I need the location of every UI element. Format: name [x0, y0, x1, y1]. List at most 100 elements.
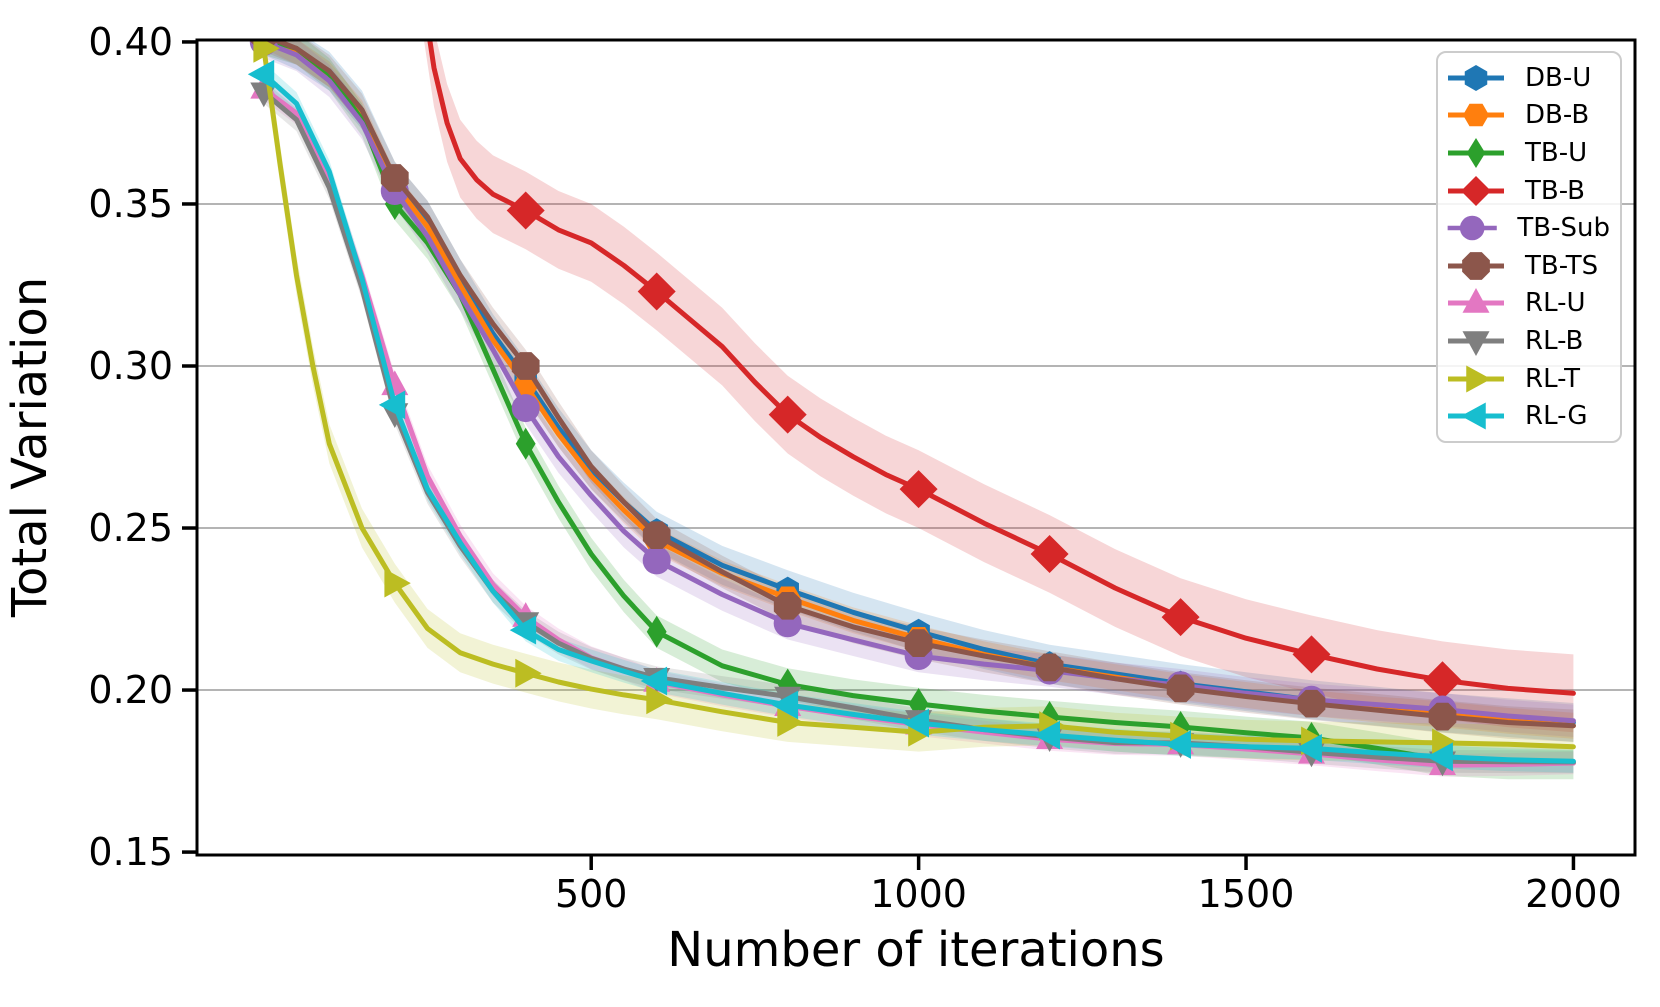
- marker-tb-sub: [642, 546, 671, 575]
- legend-marker: [1464, 64, 1488, 91]
- legend-swatch-tb-ts: [1448, 251, 1504, 280]
- legend-item-tb-u: TB-U: [1445, 134, 1610, 172]
- legend-swatch-rl-b: [1448, 331, 1504, 356]
- marker-rl-g: [378, 390, 406, 420]
- series-tb-b: [427, 40, 1576, 700]
- legend-label: TB-Sub: [1517, 213, 1610, 244]
- legend-swatch-tb-u: [1448, 137, 1504, 168]
- series-line-tb-ts: [268, 40, 1576, 729]
- legend-item-rl-g: RL-G: [1445, 397, 1610, 435]
- band-tb-b: [424, 40, 1574, 733]
- marker-tb-b: [768, 395, 807, 434]
- legend-swatch-rl-t: [1448, 365, 1504, 393]
- series-rl-g: [247, 59, 1576, 772]
- legend-item-rl-u: RL-U: [1445, 285, 1610, 323]
- legend-swatch-tb-sub: [1447, 215, 1497, 241]
- legend-marker: [1459, 215, 1485, 241]
- legend-marker: [1463, 104, 1489, 127]
- marker-rl-g: [902, 708, 929, 738]
- y-tick-label: 0.35: [88, 182, 173, 226]
- marker-tb-b: [1161, 598, 1200, 637]
- y-tick-label: 0.40: [88, 20, 173, 64]
- legend-marker: [1461, 175, 1491, 206]
- legend-label: DB-U: [1525, 62, 1592, 93]
- marker-rl-t: [253, 40, 280, 63]
- legend-label: TB-TS: [1525, 250, 1599, 281]
- legend-marker: [1461, 402, 1486, 430]
- marker-rl-t: [646, 685, 673, 715]
- marker-rl-t: [384, 568, 411, 598]
- legend-swatch-rl-u: [1448, 288, 1504, 314]
- marker-tb-ts: [1297, 689, 1326, 718]
- y-tick-label: 0.30: [88, 344, 173, 388]
- y-tick-label: 0.25: [88, 506, 173, 550]
- legend-label: DB-B: [1525, 100, 1590, 131]
- marker-tb-b: [1423, 661, 1462, 700]
- marker-rl-g: [1426, 742, 1453, 772]
- legend-swatch-db-b: [1448, 104, 1504, 127]
- legend-item-rl-b: RL-B: [1445, 322, 1610, 360]
- legend-label: RL-U: [1525, 288, 1586, 319]
- marker-tb-b: [506, 191, 545, 230]
- marker-tb-ts: [773, 591, 802, 620]
- marker-tb-ts: [642, 521, 671, 550]
- plot-area: [247, 40, 1576, 780]
- x-tick-label: 1500: [1198, 872, 1295, 916]
- x-tick-label: 1000: [870, 872, 967, 916]
- marker-rl-g: [1164, 730, 1191, 759]
- y-tick-label: 0.15: [88, 830, 173, 874]
- legend-marker: [1462, 288, 1490, 314]
- legend-label: RL-B: [1525, 325, 1584, 356]
- marker-rl-g: [1033, 720, 1060, 750]
- marker-tb-b: [1030, 535, 1069, 573]
- series-line-tb-b: [427, 40, 1576, 696]
- legend-label: RL-G: [1525, 401, 1588, 432]
- legend-swatch-rl-g: [1448, 402, 1504, 430]
- marker-rl-g: [771, 690, 799, 720]
- marker-rl-g: [1295, 734, 1322, 763]
- y-axis-title: Total Variation: [2, 277, 58, 618]
- marker-tb-ts: [904, 629, 933, 657]
- x-tick-label: 500: [555, 872, 628, 916]
- marker-tb-ts: [380, 164, 409, 192]
- x-tick-label: 2000: [1525, 872, 1622, 916]
- legend-label: RL-T: [1525, 363, 1580, 394]
- legend-item-db-b: DB-B: [1445, 97, 1610, 135]
- legend-swatch-tb-b: [1448, 175, 1504, 206]
- marker-tb-b: [899, 470, 938, 509]
- marker-rl-g: [247, 59, 275, 89]
- marker-tb-ts: [1428, 702, 1457, 731]
- x-axis-title: Number of iterations: [667, 922, 1164, 978]
- legend-label: TB-B: [1525, 175, 1586, 206]
- series-line-tb-sub: [261, 40, 1576, 724]
- series-line-tb-u: [261, 40, 1576, 766]
- series-line-rl-g: [261, 71, 1576, 764]
- gridlines: [197, 202, 1635, 692]
- y-tick-label: 0.20: [88, 668, 173, 712]
- legend-marker: [1462, 331, 1490, 356]
- axis-ticks: 500 1000 1500 2000 0.15 0.20 0.25 0.30 0.35 0.40: [88, 20, 1621, 916]
- marker-tb-b: [1292, 635, 1331, 674]
- marker-rl-t: [777, 708, 804, 737]
- legend-marker: [1466, 365, 1491, 393]
- marker-tb-sub: [511, 394, 540, 423]
- marker-rl-t: [1432, 728, 1459, 758]
- legend: DB-U DB-B TB-U TB-B TB-Sub TB-TS RL-U RL-B RL-T R…: [1436, 51, 1622, 443]
- marker-tb-ts: [1035, 653, 1064, 682]
- legend-item-tb-sub: TB-Sub: [1445, 209, 1610, 247]
- marker-tb-u: [1170, 711, 1191, 743]
- legend-marker: [1466, 137, 1486, 168]
- legend-item-rl-t: RL-T: [1445, 360, 1610, 398]
- legend-marker: [1462, 251, 1490, 280]
- marker-rl-t: [515, 658, 542, 688]
- marker-tb-ts: [1166, 674, 1195, 703]
- plot-border: [195, 38, 1637, 857]
- marker-rl-g: [640, 666, 668, 696]
- legend-item-db-u: DB-U: [1445, 59, 1610, 97]
- marker-tb-b: [637, 272, 676, 311]
- legend-swatch-db-u: [1448, 64, 1504, 91]
- legend-label: TB-U: [1525, 137, 1588, 168]
- marker-rl-g: [509, 615, 537, 645]
